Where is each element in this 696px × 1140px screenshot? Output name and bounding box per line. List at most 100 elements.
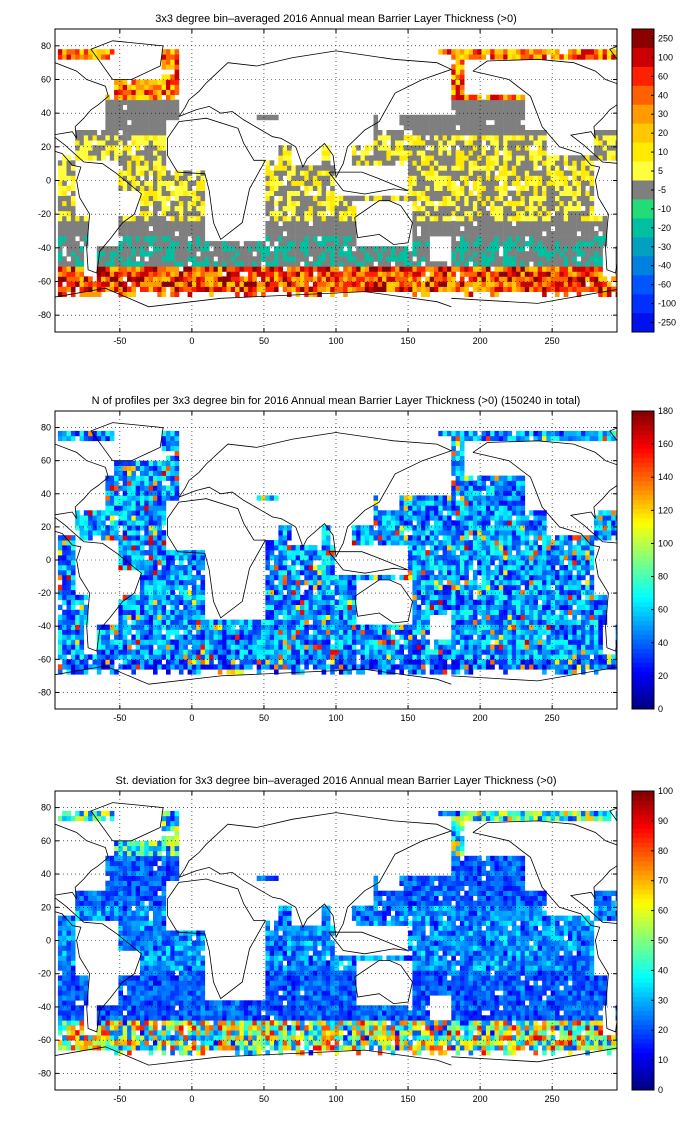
data-cell xyxy=(529,281,534,287)
data-cell xyxy=(498,109,504,116)
data-cell xyxy=(459,150,465,156)
data-cell xyxy=(416,160,422,166)
data-cell xyxy=(79,594,85,601)
data-cells xyxy=(55,422,617,685)
data-cell xyxy=(304,545,309,551)
data-cell xyxy=(148,589,154,596)
data-cell xyxy=(148,480,154,486)
coastline xyxy=(472,58,617,274)
data-cell xyxy=(447,231,452,237)
data-cell xyxy=(516,266,521,272)
data-cell xyxy=(153,175,158,181)
data-cell xyxy=(230,286,236,292)
data-cell xyxy=(503,195,508,202)
x-tick-label: 100 xyxy=(328,336,343,346)
data-cell xyxy=(79,530,85,536)
data-cell xyxy=(308,565,314,571)
data-cell xyxy=(127,256,132,262)
data-cell xyxy=(88,435,93,442)
data-cell xyxy=(230,649,236,655)
data-cell xyxy=(287,664,292,670)
data-cell xyxy=(170,589,175,596)
data-cell xyxy=(507,251,513,257)
data-cell xyxy=(593,286,599,292)
data-cell xyxy=(442,261,448,267)
data-cell xyxy=(477,180,482,186)
data-cell xyxy=(127,609,132,615)
data-cell xyxy=(118,266,123,272)
data-cell xyxy=(581,49,586,55)
data-cell xyxy=(140,560,145,566)
data-cell xyxy=(274,210,279,217)
data-cell xyxy=(282,545,288,551)
data-cell xyxy=(178,220,184,227)
data-cell xyxy=(455,104,461,111)
data-cell xyxy=(127,215,132,222)
data-cell xyxy=(239,251,245,257)
data-cell xyxy=(166,89,171,95)
data-cell xyxy=(520,231,526,237)
data-cell xyxy=(105,490,110,496)
data-cell xyxy=(485,281,491,287)
data-cell xyxy=(429,119,435,126)
data-cell xyxy=(174,654,180,660)
data-cell xyxy=(386,281,391,287)
data-cell xyxy=(105,644,110,650)
data-cell xyxy=(291,210,296,217)
data-cell xyxy=(187,276,193,282)
data-cell xyxy=(537,281,543,287)
data-cell xyxy=(109,266,115,272)
data-cell xyxy=(265,659,270,665)
data-cell xyxy=(300,175,305,181)
data-cell xyxy=(166,94,171,101)
data-cell xyxy=(399,251,404,257)
data-cell xyxy=(144,624,149,630)
data-cell xyxy=(66,664,72,670)
data-cell xyxy=(191,639,197,645)
data-cell xyxy=(312,639,318,645)
data-cell xyxy=(468,276,474,282)
data-cell xyxy=(438,49,443,55)
data-cell xyxy=(598,291,603,297)
data-cell xyxy=(593,266,599,272)
data-cell xyxy=(555,261,560,267)
data-cell xyxy=(593,130,599,136)
data-cell xyxy=(304,200,309,207)
data-cell xyxy=(79,220,85,227)
data-cell xyxy=(148,104,154,111)
data-cell xyxy=(62,286,67,292)
data-cell xyxy=(62,589,67,596)
data-cell xyxy=(343,291,348,297)
data-cell xyxy=(161,599,167,605)
data-cell xyxy=(291,236,296,242)
data-cell xyxy=(434,220,439,227)
data-cell xyxy=(360,271,366,277)
data-cell xyxy=(494,291,500,297)
data-cell xyxy=(464,210,469,217)
data-cell xyxy=(537,236,543,242)
data-cell xyxy=(200,185,206,191)
data-cell xyxy=(304,165,309,171)
data-cell xyxy=(96,435,102,442)
data-cell xyxy=(300,644,305,650)
data-cell xyxy=(308,604,314,610)
data-cell xyxy=(131,119,136,126)
data-cell xyxy=(459,215,465,222)
data-cell xyxy=(498,205,504,212)
data-cell xyxy=(217,669,223,675)
data-cell xyxy=(330,261,335,267)
data-cell xyxy=(377,150,383,156)
data-cell xyxy=(83,215,89,222)
data-cell xyxy=(485,195,491,202)
data-cell xyxy=(537,145,543,151)
data-cell xyxy=(191,669,197,675)
data-cell xyxy=(161,124,167,131)
data-cell xyxy=(308,266,314,272)
data-cell xyxy=(269,574,275,581)
data-cell xyxy=(135,241,141,247)
data-cell xyxy=(127,639,132,645)
data-cell xyxy=(408,119,413,126)
data-cell xyxy=(105,475,110,481)
data-cell xyxy=(360,160,366,166)
data-cell xyxy=(101,281,106,287)
